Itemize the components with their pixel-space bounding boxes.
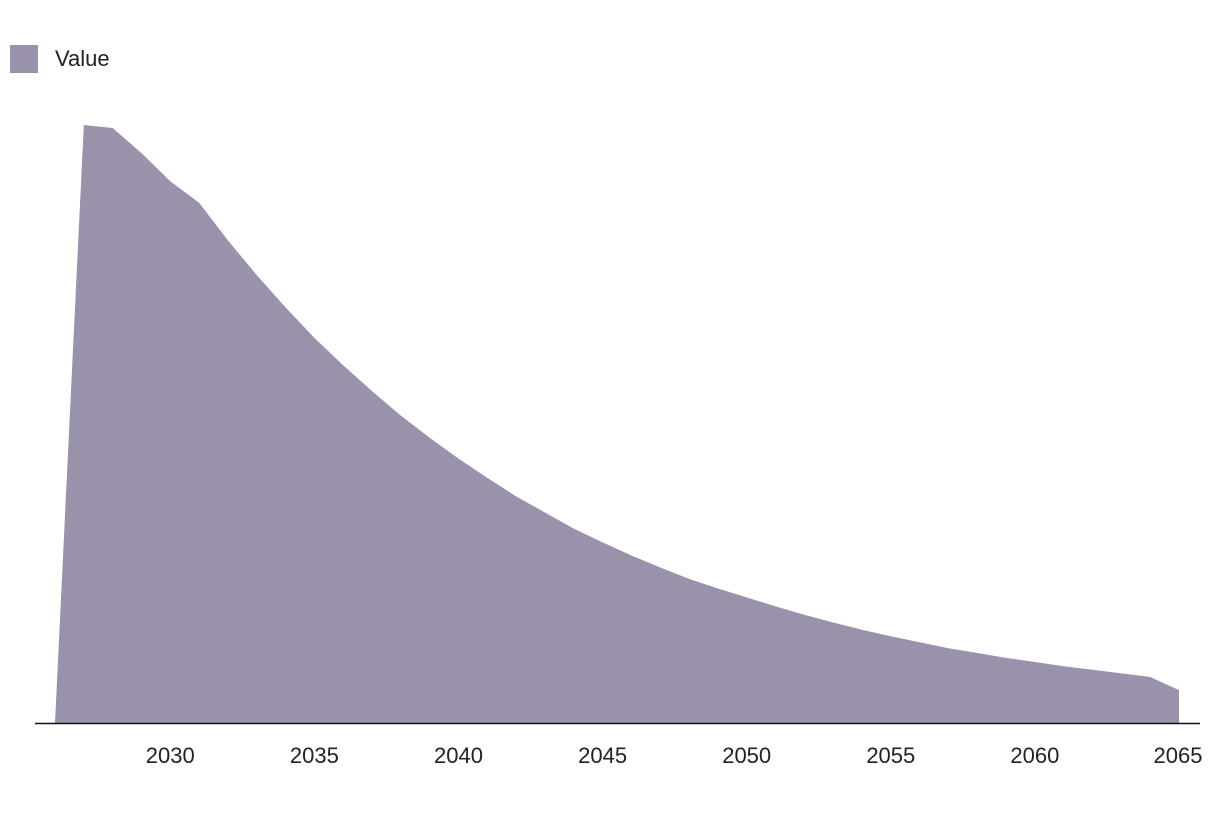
x-tick-label-2045: 2045 bbox=[578, 743, 627, 768]
x-tick-label-2030: 2030 bbox=[146, 743, 195, 768]
x-tick-label-2065: 2065 bbox=[1154, 743, 1203, 768]
legend-label-value: Value bbox=[55, 46, 110, 71]
x-axis-ticks: 2030 2035 2040 2045 2050 2055 2060 2065 bbox=[146, 743, 1203, 768]
x-tick-label-2055: 2055 bbox=[866, 743, 915, 768]
chart-legend: Value bbox=[10, 45, 110, 73]
x-tick-label-2060: 2060 bbox=[1010, 743, 1059, 768]
x-tick-label-2035: 2035 bbox=[290, 743, 339, 768]
watermark-text: GlobalData bbox=[489, 383, 732, 435]
legend-swatch-value bbox=[10, 45, 38, 73]
x-tick-label-2040: 2040 bbox=[434, 743, 483, 768]
area-series-value bbox=[55, 125, 1179, 723]
x-tick-label-2050: 2050 bbox=[722, 743, 771, 768]
